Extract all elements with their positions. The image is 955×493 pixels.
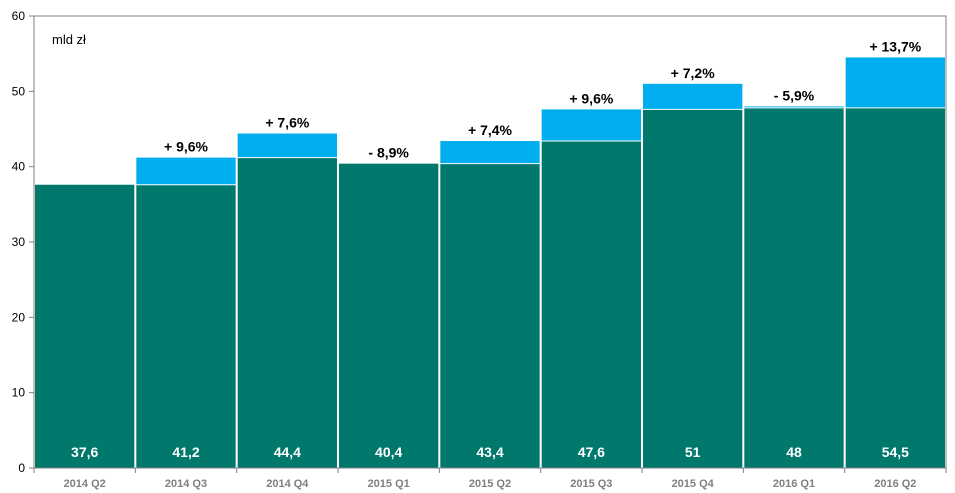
- bar-base: [237, 157, 337, 469]
- bar-base: [744, 107, 844, 468]
- change-label: - 8,9%: [368, 145, 409, 161]
- bar-increase: [845, 57, 945, 108]
- value-label: 37,6: [71, 444, 98, 460]
- value-label: 43,4: [476, 444, 503, 460]
- bar-base: [35, 184, 135, 468]
- value-label: 54,5: [882, 444, 909, 460]
- bar-base: [339, 163, 439, 469]
- bars: 37,6 41,2 + 9,6% 44,4 + 7,6% 40,4 - 8,9% 43,4 + …: [35, 38, 945, 469]
- value-label: 40,4: [375, 444, 402, 460]
- x-tick-label: 2014 Q2: [64, 478, 106, 490]
- bar-increase: [541, 109, 641, 142]
- value-label: 51: [685, 444, 701, 460]
- value-label: 41,2: [172, 444, 199, 460]
- x-tick-label: 2015 Q4: [672, 478, 715, 490]
- bar-base: [440, 163, 540, 469]
- bar-base: [541, 141, 641, 468]
- x-tick-label: 2015 Q3: [570, 478, 612, 490]
- y-tick-label: 50: [12, 84, 26, 98]
- change-label: + 7,4%: [468, 122, 513, 138]
- x-tick-label: 2015 Q1: [368, 478, 410, 490]
- change-label: + 9,6%: [164, 139, 209, 155]
- bar-base: [643, 109, 743, 468]
- change-label: + 9,6%: [569, 90, 614, 106]
- value-label: 48: [786, 444, 802, 460]
- x-tick-label: 2015 Q2: [469, 478, 511, 490]
- change-label: + 13,7%: [869, 38, 921, 54]
- value-label: 47,6: [578, 444, 605, 460]
- bar-increase: [440, 141, 540, 164]
- change-label: + 7,6%: [265, 115, 310, 131]
- y-tick-label: 20: [12, 310, 26, 324]
- value-label: 44,4: [274, 444, 301, 460]
- bar-base: [845, 107, 945, 468]
- bar-increase: [744, 106, 844, 108]
- x-tick-label: 2016 Q2: [874, 478, 916, 490]
- y-tick-label: 40: [12, 160, 26, 174]
- x-tick-label: 2014 Q3: [165, 478, 207, 490]
- bar-increase: [136, 157, 236, 185]
- bar-increase: [237, 133, 337, 158]
- x-tick-label: 2014 Q4: [266, 478, 309, 490]
- x-tick-label: 2016 Q1: [773, 478, 815, 490]
- axes: 2014 Q2 2014 Q3 2014 Q4 2015 Q1 2015 Q2 2015 …: [12, 9, 947, 490]
- y-tick-label: 0: [18, 461, 25, 475]
- y-tick-label: 10: [12, 386, 26, 400]
- y-tick-label: 30: [12, 235, 26, 249]
- change-label: - 5,9%: [774, 87, 815, 103]
- change-label: + 7,2%: [671, 65, 716, 81]
- plot-frame: [33, 15, 947, 469]
- y-tick-label: 60: [12, 9, 26, 23]
- unit-label: mld zł: [52, 32, 86, 47]
- bar-increase: [643, 83, 743, 110]
- bar-base: [136, 184, 236, 468]
